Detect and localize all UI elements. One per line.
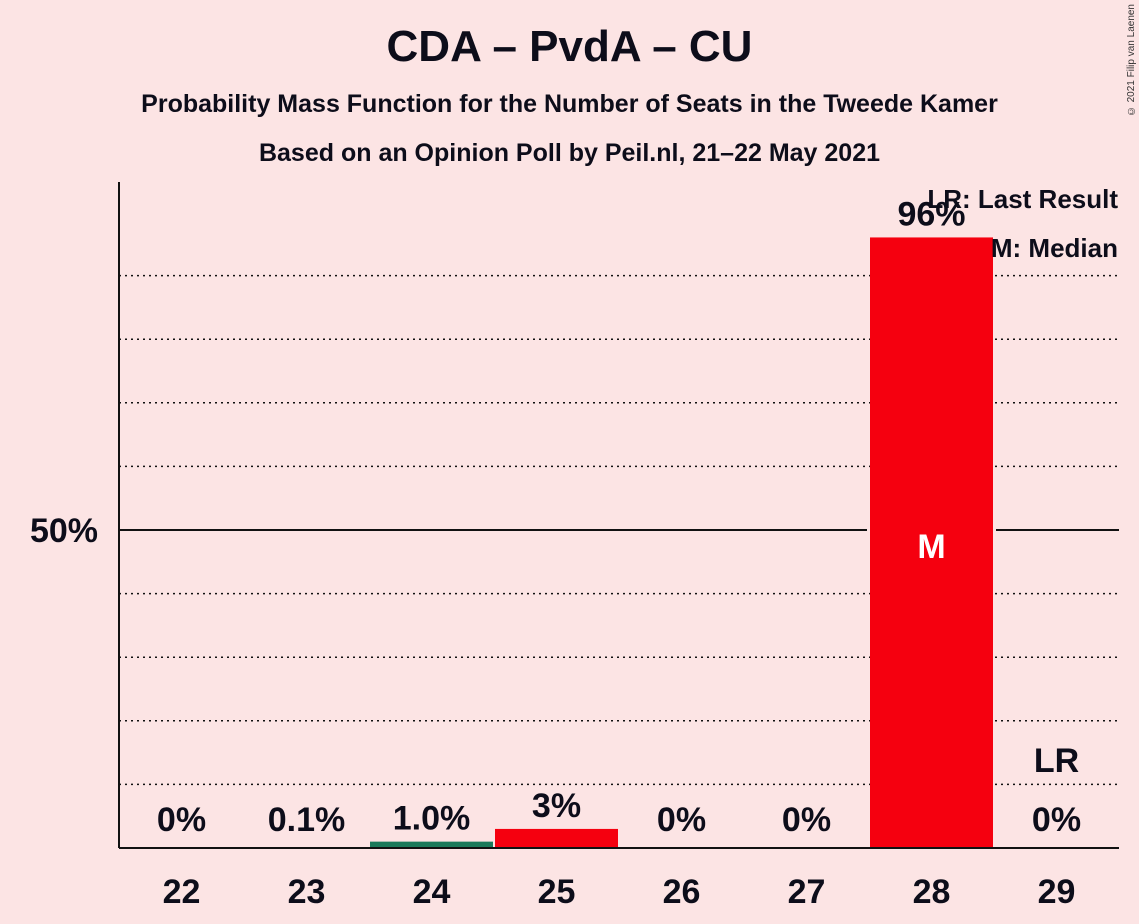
value-label-seat-24: 1.0% xyxy=(393,800,471,838)
value-label-seat-25: 3% xyxy=(532,787,581,825)
value-label-seat-27: 0% xyxy=(782,801,831,839)
value-label-seat-26: 0% xyxy=(657,801,706,839)
value-label-seat-23: 0.1% xyxy=(268,801,346,839)
value-label-seat-28: 96% xyxy=(897,195,965,233)
x-tick-label-29: 29 xyxy=(1038,873,1076,911)
x-tick-label-22: 22 xyxy=(163,873,201,911)
bar-seat-24 xyxy=(370,841,493,848)
value-label-seat-29: 0% xyxy=(1032,801,1081,839)
median-marker: M xyxy=(917,528,945,566)
y-tick-label: 50% xyxy=(30,512,98,550)
legend-last-result: LR: Last Result xyxy=(927,184,1118,214)
chart-subtitle: Probability Mass Function for the Number… xyxy=(141,90,998,118)
last-result-marker: LR xyxy=(1034,742,1079,780)
value-label-seat-22: 0% xyxy=(157,801,206,839)
x-tick-label-25: 25 xyxy=(538,873,576,911)
bar-seat-28 xyxy=(870,237,993,848)
x-tick-label-24: 24 xyxy=(413,873,451,911)
chart-source: Based on an Opinion Poll by Peil.nl, 21–… xyxy=(258,139,881,167)
legend-median: M: Median xyxy=(990,233,1118,263)
x-tick-label-28: 28 xyxy=(913,873,951,911)
chart-title: CDA – PvdA – CU xyxy=(386,22,753,71)
x-tick-label-26: 26 xyxy=(663,873,701,911)
x-tick-label-27: 27 xyxy=(788,873,826,911)
x-tick-label-23: 23 xyxy=(288,873,326,911)
bar-seat-25 xyxy=(495,828,618,848)
